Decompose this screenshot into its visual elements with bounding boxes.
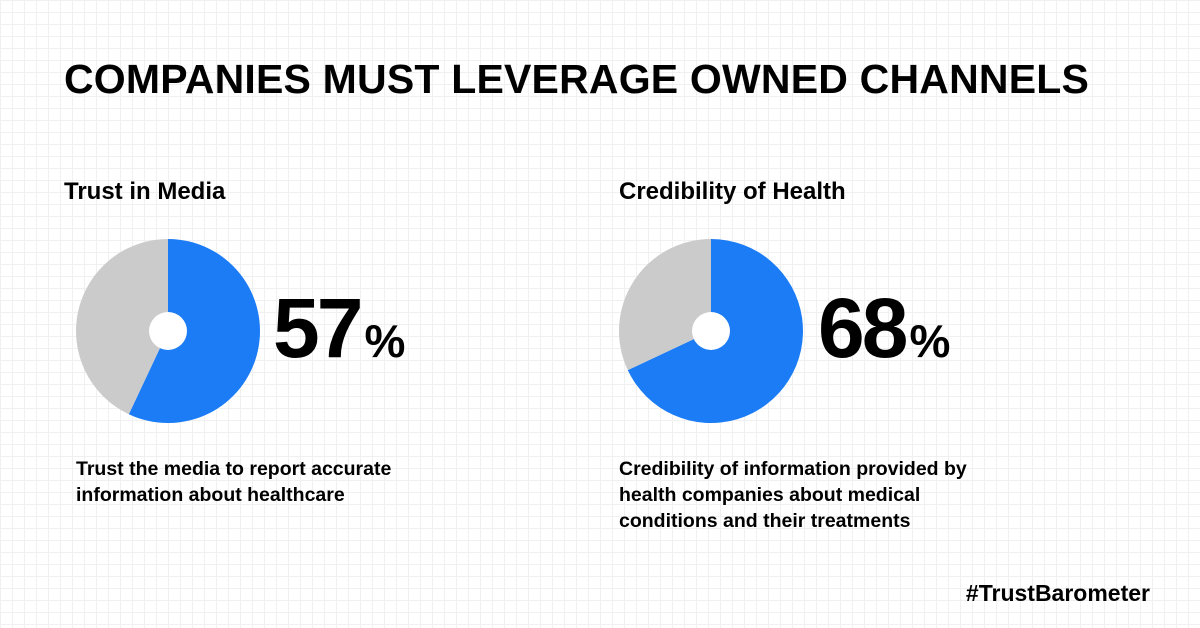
chart-description: Trust the media to report accurate infor… (76, 458, 392, 506)
pie-slice-remainder (76, 239, 168, 415)
percent-sign: % (909, 315, 951, 367)
credibility-of-health-pie (619, 239, 803, 423)
page-title: COMPANIES MUST LEVERAGE OWNED CHANNELS (64, 56, 1090, 102)
chart-description: Credibility of information provided by h… (619, 458, 967, 532)
hashtag: #TrustBarometer (965, 580, 1150, 606)
pie-center-hole (692, 312, 730, 350)
big-percentage: 57% (273, 286, 405, 370)
percentage-number: 68 (818, 281, 908, 375)
credibility-of-health-panel: Credibility of Health 68% Credibility of… (545, 0, 1065, 628)
trust-in-media-pie (76, 239, 260, 423)
big-percentage: 68% (818, 286, 950, 370)
pie-slice-remainder (619, 239, 711, 371)
pie-slice-value (128, 239, 260, 423)
chart-title: Credibility of Health (619, 178, 846, 205)
percent-sign: % (364, 315, 406, 367)
trust-in-media-panel: Trust in Media 57% Trust the media to re… (0, 0, 520, 628)
percentage-number: 57 (273, 281, 363, 375)
pie-center-hole (149, 312, 187, 350)
chart-title: Trust in Media (64, 178, 226, 205)
